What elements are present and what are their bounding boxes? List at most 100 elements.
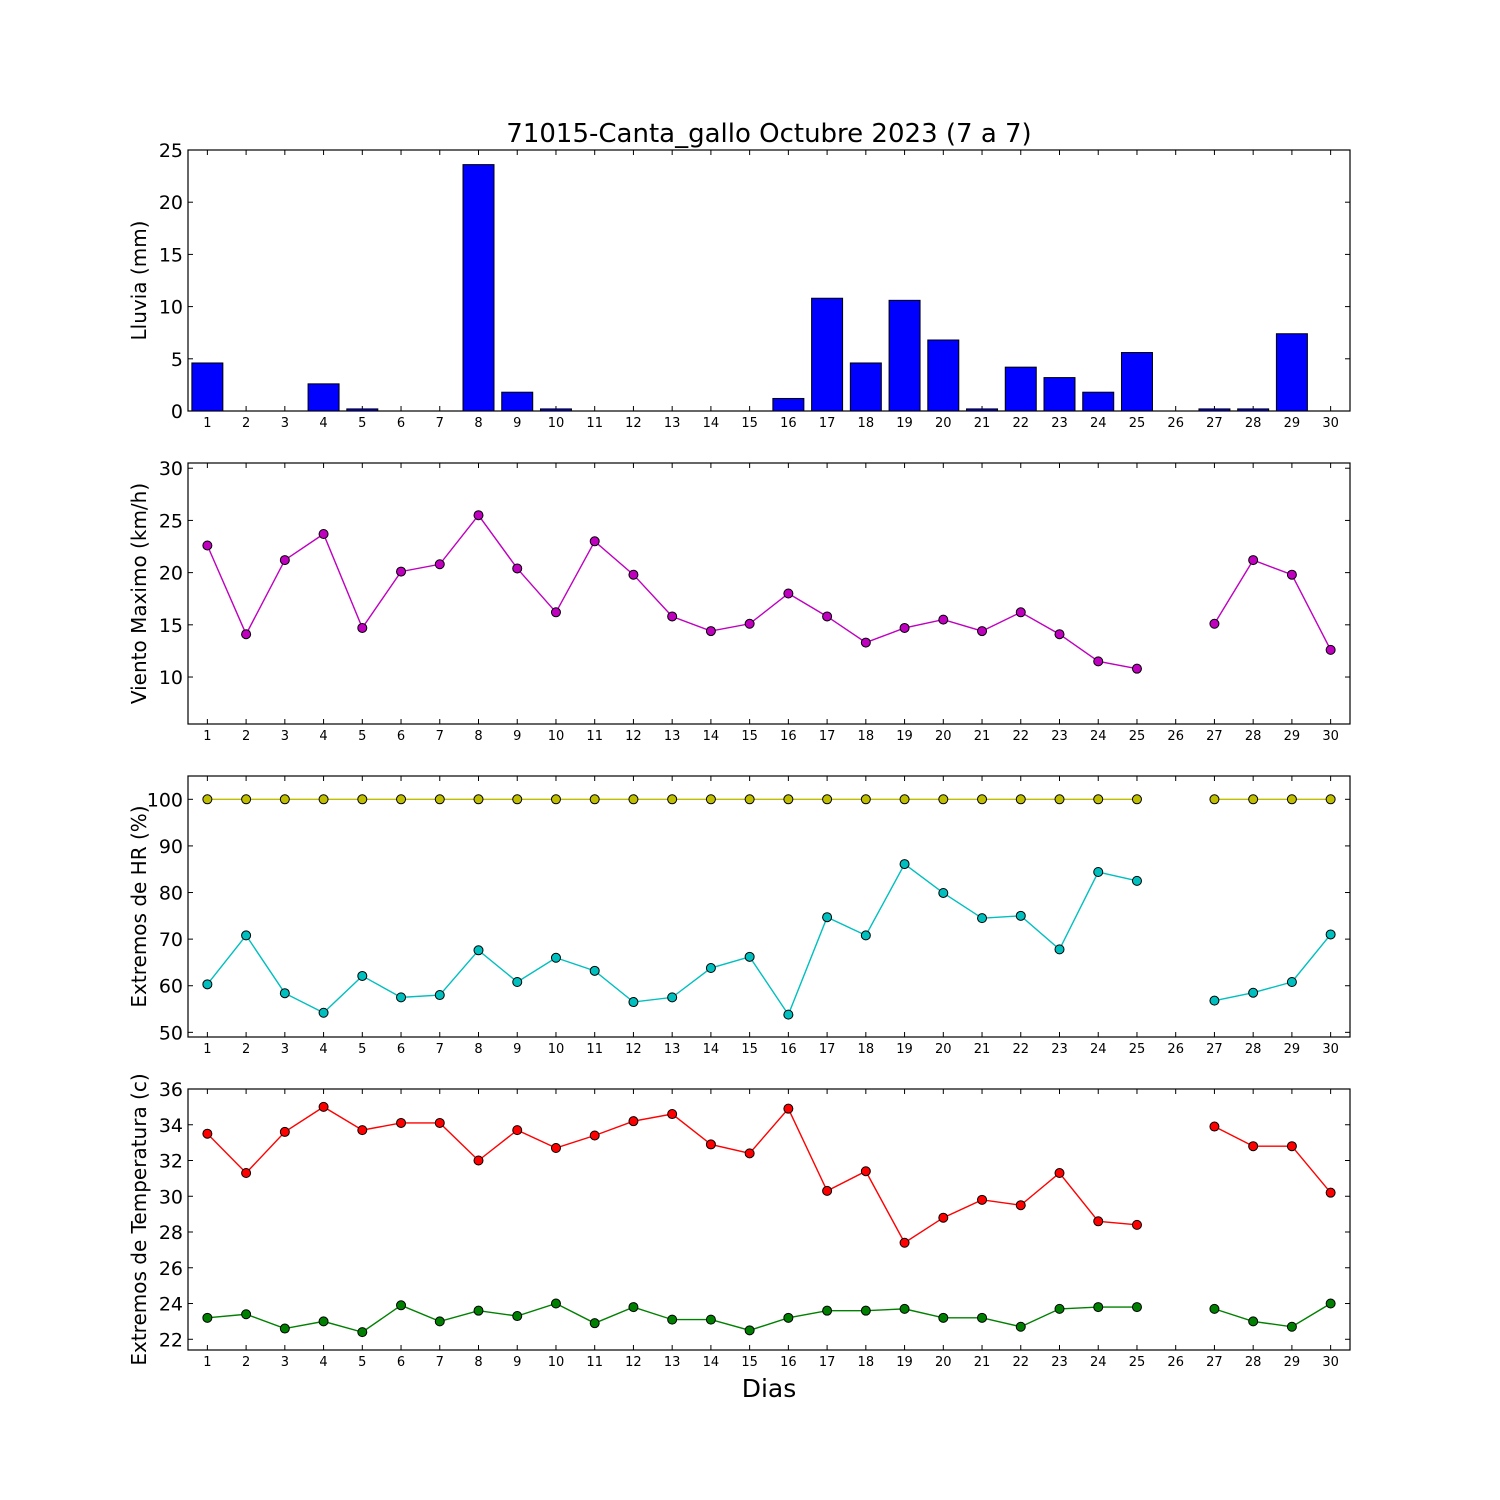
x-tick-label: 24 [1090, 729, 1107, 744]
data-point [977, 913, 988, 924]
data-point [512, 1125, 523, 1136]
data-point [1209, 618, 1220, 629]
data-point [279, 794, 290, 805]
y-tick-label: 30 [159, 1186, 183, 1208]
data-point [241, 629, 252, 640]
data-point [434, 1316, 445, 1327]
y-tick-label: 15 [159, 244, 183, 266]
data-point [628, 1302, 639, 1313]
data-point [1093, 794, 1104, 805]
data-point [1286, 569, 1297, 580]
x-tick-label: 7 [436, 729, 444, 744]
x-tick-label: 4 [319, 1042, 327, 1057]
y-tick-label: 20 [159, 192, 183, 214]
data-point [512, 563, 523, 574]
data-point [396, 1300, 407, 1311]
data-point [318, 1007, 329, 1018]
data-point [589, 794, 600, 805]
data-point [434, 990, 445, 1001]
x-tick-label: 11 [586, 416, 603, 431]
x-tick-label: 15 [741, 1042, 758, 1057]
data-point [822, 912, 833, 923]
x-tick-label: 28 [1245, 729, 1262, 744]
data-point [279, 555, 290, 566]
data-point [744, 794, 755, 805]
x-tick-label: 23 [1051, 1042, 1068, 1057]
data-point [744, 618, 755, 629]
rain-bar [462, 164, 495, 412]
x-tick-label: 7 [436, 416, 444, 431]
rain-bar [1082, 391, 1115, 412]
x-tick-label: 15 [741, 1355, 758, 1370]
rain-bar [191, 362, 224, 412]
x-tick-label: 2 [242, 729, 250, 744]
data-point [744, 1148, 755, 1159]
x-tick-label: 16 [780, 1042, 797, 1057]
x-tick-label: 14 [703, 416, 720, 431]
data-point [667, 611, 678, 622]
data-point [589, 965, 600, 976]
x-axis-label: Dias [742, 1374, 797, 1403]
x-tick-label: 29 [1284, 416, 1301, 431]
x-tick-label: 6 [397, 729, 405, 744]
x-tick-label: 22 [1012, 729, 1029, 744]
data-point [1093, 656, 1104, 667]
x-tick-label: 8 [474, 416, 482, 431]
data-point [667, 794, 678, 805]
data-point [822, 611, 833, 622]
data-point [473, 1305, 484, 1316]
x-tick-label: 20 [935, 729, 952, 744]
y-axis-label: Lluvia (mm) [127, 221, 151, 341]
data-point [899, 859, 910, 870]
x-tick-label: 29 [1284, 1355, 1301, 1370]
data-point [1054, 794, 1065, 805]
data-point [899, 622, 910, 633]
data-point [512, 794, 523, 805]
data-point [241, 930, 252, 941]
series-line [1214, 934, 1332, 1002]
data-point [241, 1168, 252, 1179]
data-point [1131, 875, 1142, 886]
data-point [589, 1130, 600, 1141]
y-tick-label: 50 [159, 1022, 183, 1044]
data-point [744, 1325, 755, 1336]
x-tick-label: 13 [664, 1042, 681, 1057]
rain-bar [307, 383, 340, 412]
data-point [434, 794, 445, 805]
rain-bar [501, 391, 534, 412]
rain-bar [1275, 333, 1308, 412]
series-line [1214, 1125, 1332, 1194]
data-point [1015, 1321, 1026, 1332]
data-point [938, 1312, 949, 1323]
x-tick-label: 25 [1129, 416, 1146, 431]
y-tick-label: 28 [159, 1222, 183, 1244]
x-tick-label: 23 [1051, 1355, 1068, 1370]
x-tick-label: 2 [242, 1042, 250, 1057]
x-tick-label: 17 [819, 1042, 836, 1057]
data-point [667, 1109, 678, 1120]
data-point [434, 1117, 445, 1128]
data-point [1131, 1302, 1142, 1313]
y-tick-label: 25 [159, 510, 183, 532]
x-tick-label: 4 [319, 1355, 327, 1370]
x-tick-label: 27 [1206, 729, 1223, 744]
data-point [589, 1318, 600, 1329]
x-tick-label: 2 [242, 1355, 250, 1370]
x-tick-label: 20 [935, 416, 952, 431]
x-tick-label: 7 [436, 1355, 444, 1370]
data-point [512, 1311, 523, 1322]
data-point [1248, 1316, 1259, 1327]
x-tick-label: 26 [1167, 729, 1184, 744]
x-tick-label: 12 [625, 729, 642, 744]
x-tick-label: 27 [1206, 1042, 1223, 1057]
rain-bar [539, 408, 572, 412]
data-point [938, 614, 949, 625]
x-tick-label: 21 [974, 729, 991, 744]
data-point [1286, 977, 1297, 988]
data-point [1325, 1298, 1336, 1309]
rain-bar [1120, 352, 1153, 412]
data-point [1248, 1141, 1259, 1152]
data-point [357, 622, 368, 633]
